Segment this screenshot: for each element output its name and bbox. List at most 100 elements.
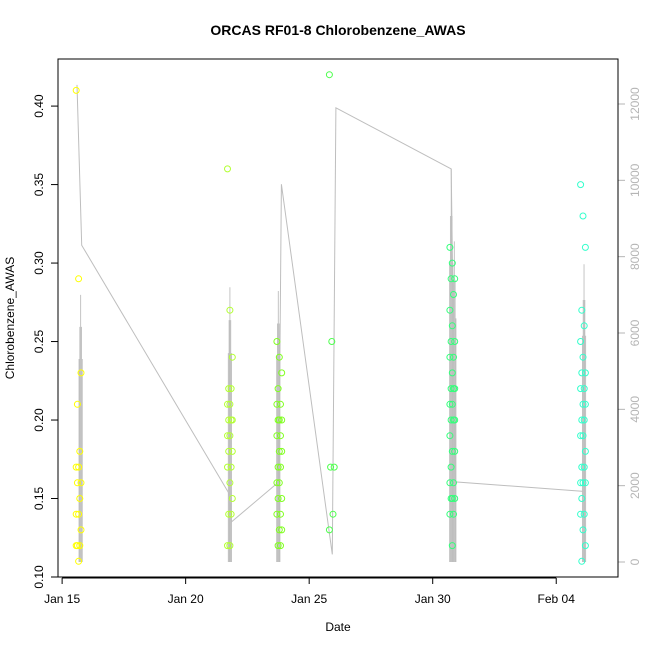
data-point-flight-5 xyxy=(581,369,589,377)
data-point-flight-5 xyxy=(577,338,585,345)
data-point-flight-4 xyxy=(451,495,459,502)
data-point-flight-2 xyxy=(274,385,282,393)
axes: Jan 15 Jan 20 Jan 25 Jan 30 Feb 04 0.10 0.15 0.… xyxy=(32,87,642,606)
data-point-flight-2 xyxy=(277,463,284,471)
data-point-flight-4 xyxy=(447,338,455,345)
data-point-flight-0 xyxy=(72,463,80,471)
y-tick-label: 0.40 xyxy=(32,94,46,118)
data-point-flight-1 xyxy=(228,495,236,502)
data-point-flight-2 xyxy=(273,432,281,440)
data-point-flight-0 xyxy=(75,275,83,283)
data-point-flight-1 xyxy=(224,542,231,550)
data-point-flight-4 xyxy=(447,275,455,283)
data-point-flight-4 xyxy=(446,353,454,361)
x-tick-label: Jan 15 xyxy=(44,592,80,606)
data-point-flight-2 xyxy=(275,447,283,455)
data-point-flight-2 xyxy=(274,542,282,550)
data-point-flight-5 xyxy=(581,542,589,550)
y-tick-label: 0.20 xyxy=(32,408,46,432)
data-point-flight-0 xyxy=(75,463,83,471)
data-point-flight-2 xyxy=(273,338,281,345)
data-point-flight-2 xyxy=(278,495,286,502)
y-tick-label: 0.10 xyxy=(32,565,46,589)
data-point-flight-1 xyxy=(228,447,236,455)
data-point-flight-5 xyxy=(580,416,588,424)
data-point-flight-4 xyxy=(450,385,457,393)
data-point-flight-1 xyxy=(227,510,235,518)
data-point-flight-0 xyxy=(72,542,80,550)
data-point-flight-5 xyxy=(579,212,587,220)
data-point-flight-5 xyxy=(579,526,587,534)
data-point-flight-4 xyxy=(448,259,456,267)
data-point-flight-1 xyxy=(224,463,231,471)
data-point-flight-3 xyxy=(325,526,333,534)
data-point-flight-2 xyxy=(275,353,283,361)
data-point-flight-4 xyxy=(451,338,459,345)
data-point-flight-5 xyxy=(580,385,588,393)
data-point-flight-0 xyxy=(73,400,81,408)
data-point-flight-1 xyxy=(227,416,235,424)
data-point-flight-0 xyxy=(72,86,80,94)
data-point-flight-0 xyxy=(77,369,85,377)
data-point-flight-1 xyxy=(227,463,235,471)
data-point-flight-3 xyxy=(328,338,336,345)
data-point-flight-5 xyxy=(578,463,586,471)
data-point-flight-2 xyxy=(274,416,282,424)
data-point-flight-4 xyxy=(451,447,459,455)
x-axis-label: Date xyxy=(325,620,351,634)
data-point-flight-4 xyxy=(447,416,455,424)
data-point-flight-4 xyxy=(446,479,454,487)
data-point-flight-0 xyxy=(75,510,83,518)
y-tick-label: 0.15 xyxy=(32,487,46,511)
data-point-flight-5 xyxy=(581,479,589,487)
data-point-flight-5 xyxy=(577,479,585,487)
data-point-flight-1 xyxy=(226,432,234,440)
data-point-flight-2 xyxy=(273,479,281,487)
data-point-flight-2 xyxy=(274,463,282,471)
x-tick-label: Feb 04 xyxy=(538,592,576,606)
chart-title: ORCAS RF01-8 Chlorobenzene_AWAS xyxy=(210,22,465,38)
data-point-flight-1 xyxy=(225,447,233,455)
data-point-flight-2 xyxy=(275,526,283,534)
data-point-flight-1 xyxy=(226,306,234,314)
data-point-flight-1 xyxy=(227,385,235,393)
data-point-flight-1 xyxy=(224,400,231,408)
data-point-flight-2 xyxy=(273,400,281,408)
data-point-flight-1 xyxy=(224,165,231,173)
y-tick-label: 0.35 xyxy=(32,173,46,197)
data-point-flight-4 xyxy=(446,510,454,518)
data-point-flight-0 xyxy=(77,526,85,534)
data-point-flight-1 xyxy=(226,400,234,408)
y2-tick-label: 2000 xyxy=(628,472,642,499)
data-point-flight-4 xyxy=(450,353,457,361)
data-point-flight-1 xyxy=(226,542,234,550)
data-point-flight-4 xyxy=(446,243,454,251)
data-point-flight-5 xyxy=(581,447,589,455)
data-point-flight-3 xyxy=(325,71,333,79)
data-point-flight-4 xyxy=(448,447,456,455)
data-point-flight-4 xyxy=(450,479,457,487)
data-point-flight-2 xyxy=(274,495,282,502)
data-point-flight-0 xyxy=(76,542,84,550)
data-point-flight-2 xyxy=(278,369,286,377)
data-point-flight-4 xyxy=(447,463,455,471)
data-point-flight-5 xyxy=(578,495,586,502)
data-point-flight-4 xyxy=(450,291,457,298)
data-point-flight-2 xyxy=(277,542,284,550)
secondary-line xyxy=(76,84,584,555)
data-point-flight-1 xyxy=(225,510,233,518)
data-point-flight-5 xyxy=(577,181,585,189)
y2-tick-label: 8000 xyxy=(628,243,642,270)
data-point-flight-2 xyxy=(277,432,284,440)
data-point-flight-1 xyxy=(228,353,236,361)
y2-tick-label: 12000 xyxy=(628,87,642,121)
data-point-flight-0 xyxy=(72,510,80,518)
data-point-flight-5 xyxy=(579,479,587,487)
y2-tick-label: 4000 xyxy=(628,396,642,423)
data-point-flight-5 xyxy=(578,416,586,424)
x-tick-label: Jan 20 xyxy=(168,592,204,606)
y2-tick-label: 6000 xyxy=(628,319,642,346)
data-point-flight-4 xyxy=(450,510,457,518)
data-point-flight-2 xyxy=(277,510,284,518)
data-point-flight-5 xyxy=(579,353,587,361)
